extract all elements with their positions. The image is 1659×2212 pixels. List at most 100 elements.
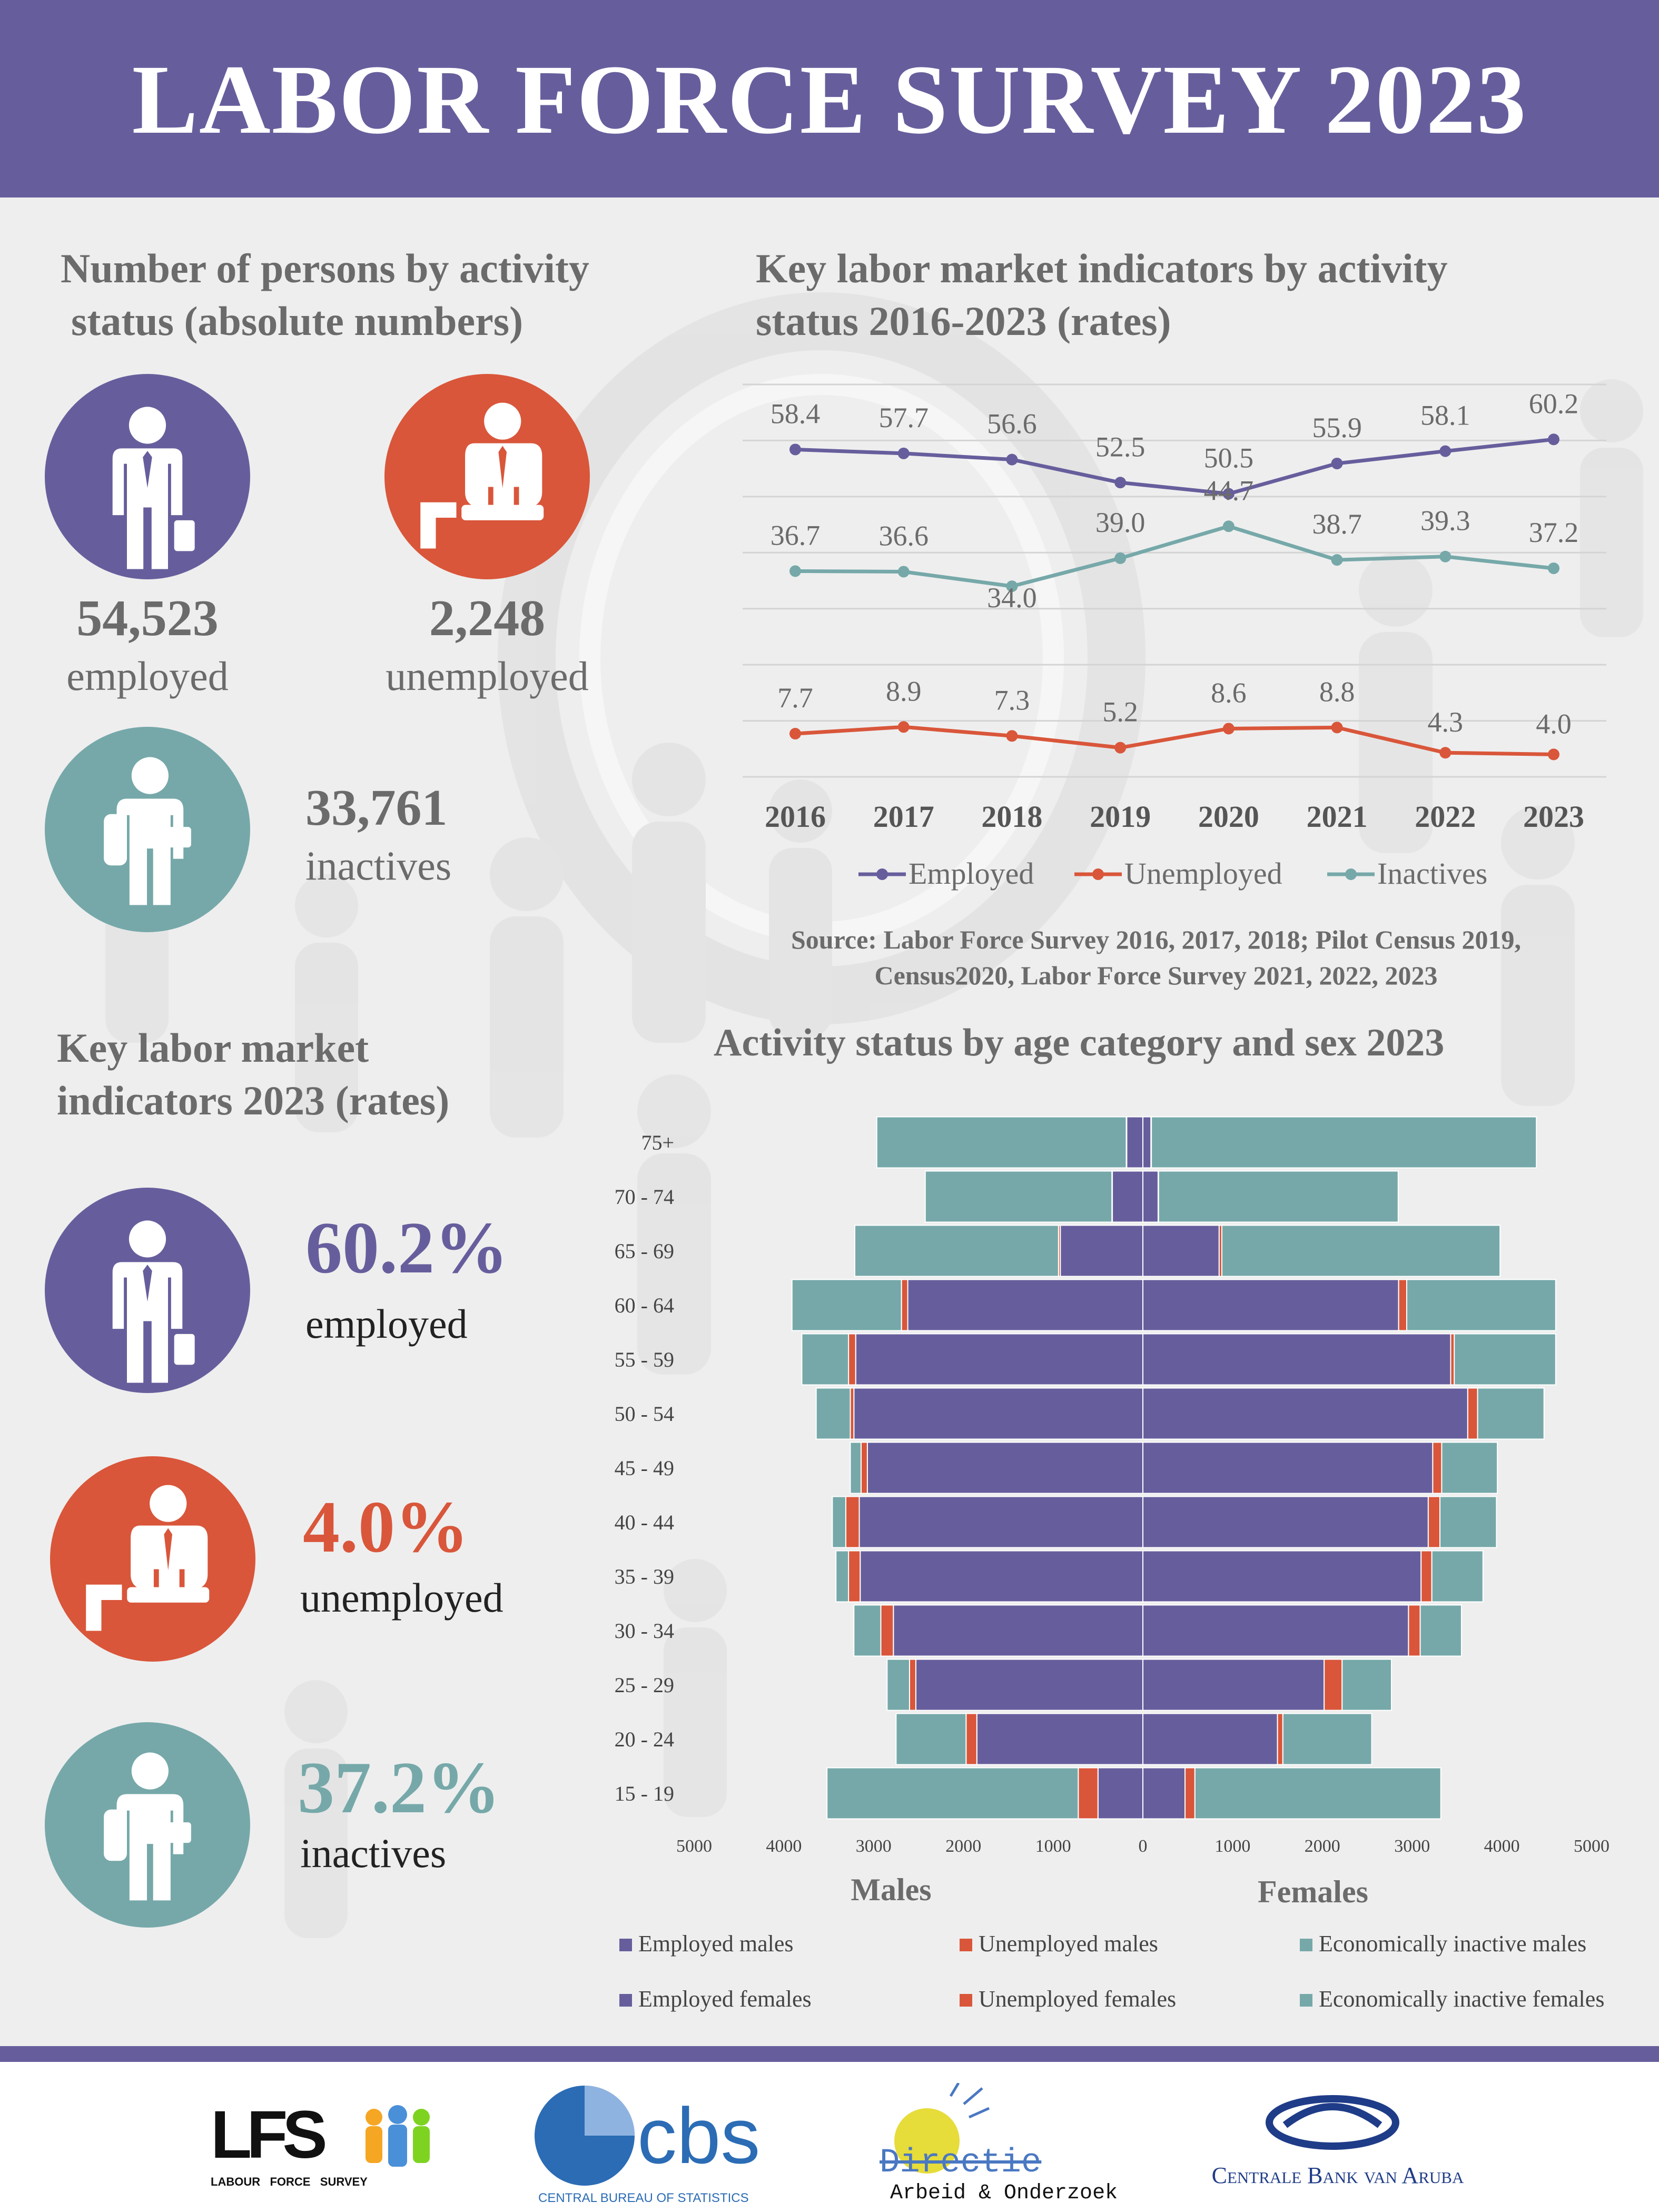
x-tick-label: 0 — [1139, 1836, 1148, 1856]
x-tick-label: 3000 — [856, 1836, 892, 1856]
lfs-logo-text: LFS — [211, 2097, 328, 2172]
bar-employed-males — [860, 1550, 1143, 1603]
point-unemployed — [1114, 742, 1127, 754]
data-label-employed: 55.9 — [1312, 412, 1362, 443]
legend-swatch — [960, 1939, 972, 1951]
bar-unemployed-females — [1420, 1550, 1433, 1603]
bar-employed-females — [1142, 1658, 1325, 1711]
student-backpack-icon — [104, 1752, 191, 1901]
point-employed — [897, 447, 910, 459]
legend-marker — [1345, 868, 1357, 880]
data-label-employed: 50.5 — [1204, 442, 1254, 474]
data-label-unemployed: 4.0 — [1536, 708, 1572, 739]
bar-economically-inactive-males — [815, 1387, 851, 1440]
legend-label: Economically inactive females — [1319, 1986, 1604, 2012]
point-inactives — [1114, 552, 1127, 564]
bar-unemployed-females — [1184, 1767, 1196, 1820]
point-inactives — [897, 566, 910, 578]
bar-unemployed-males — [860, 1441, 868, 1494]
employed-count: 54,523 — [76, 590, 219, 647]
data-label-inactives: 37.2 — [1529, 517, 1579, 548]
trend-source-line2: Census2020, Labor Force Survey 2021, 202… — [874, 961, 1438, 990]
x-tick-label: 1000 — [1214, 1836, 1250, 1856]
bar-unemployed-males — [845, 1496, 860, 1548]
x-tick-label: 4000 — [1484, 1836, 1520, 1856]
age-category-label: 20 - 24 — [615, 1727, 674, 1751]
age-category-label: 75+ — [641, 1131, 674, 1154]
age-category-label: 15 - 19 — [615, 1782, 674, 1805]
unemployed-circle — [384, 374, 590, 579]
bar-unemployed-females — [1427, 1496, 1441, 1548]
trend-title-line1: Key labor market indicators by activity — [756, 245, 1448, 291]
inactives-rate-circle — [45, 1722, 250, 1928]
data-label-unemployed: 4.3 — [1428, 706, 1464, 738]
point-employed — [789, 443, 801, 456]
lfs-logo-subtitle: LABOUR FORCE SURVEY — [211, 2175, 368, 2188]
x-tick-label: 3000 — [1394, 1836, 1430, 1856]
bar-economically-inactive-females — [1282, 1713, 1372, 1765]
data-label-employed: 56.6 — [987, 408, 1037, 440]
businessman-icon — [112, 1220, 195, 1383]
bar-employed-females — [1142, 1550, 1422, 1603]
bar-economically-inactive-females — [1431, 1550, 1484, 1603]
bar-employed-females — [1142, 1441, 1434, 1494]
directie-logo-text: Directie — [880, 2144, 1042, 2182]
distressed-person-icon — [420, 402, 544, 549]
data-label-employed: 57.7 — [878, 402, 929, 433]
bar-unemployed-females — [1432, 1441, 1443, 1494]
bar-employed-males — [1126, 1116, 1144, 1169]
header-banner: LABOR FORCE SURVEY 2023 — [0, 0, 1659, 197]
bar-unemployed-males — [848, 1550, 861, 1603]
bar-employed-males — [855, 1333, 1143, 1386]
bar-employed-females — [1142, 1116, 1152, 1169]
bar-unemployed-males — [848, 1333, 856, 1386]
bar-economically-inactive-males — [791, 1279, 902, 1331]
age-category-label: 70 - 74 — [615, 1185, 674, 1209]
age-category-label: 25 - 29 — [615, 1673, 674, 1697]
bar-economically-inactive-males — [886, 1658, 910, 1711]
inactives-count-label: inactives — [305, 843, 452, 888]
directie-logo-subtitle: Arbeid & Onderzoek — [890, 2181, 1118, 2205]
point-unemployed — [1439, 747, 1451, 759]
cbs-logo: cbs CENTRAL BUREAU OF STATISTICS — [532, 2083, 774, 2205]
bar-employed-females — [1142, 1713, 1278, 1765]
bar-economically-inactive-females — [1454, 1333, 1556, 1386]
bar-unemployed-males — [880, 1604, 894, 1657]
x-tick-label: 2020 — [1198, 799, 1259, 834]
unemployed-count-label: unemployed — [386, 653, 589, 699]
lfs-logo: LFS LABOUR FORCE SURVEY — [211, 2101, 442, 2194]
age-category-label: 50 - 54 — [615, 1402, 674, 1426]
bar-economically-inactive-males — [924, 1170, 1113, 1223]
bar-employed-males — [858, 1496, 1143, 1548]
data-label-inactives: 44.7 — [1204, 475, 1254, 506]
x-tick-label: 2022 — [1415, 799, 1476, 834]
legend-marker — [876, 868, 888, 880]
employed-circle — [45, 374, 250, 579]
bar-employed-females — [1142, 1767, 1186, 1820]
legend-swatch — [619, 1939, 632, 1951]
age-category-label: 35 - 39 — [615, 1565, 674, 1588]
bar-economically-inactive-males — [853, 1604, 882, 1657]
sun-icon — [894, 2083, 990, 2174]
bar-unemployed-females — [1450, 1333, 1455, 1386]
x-tick-label: 2000 — [945, 1836, 981, 1856]
x-tick-label: 2017 — [873, 799, 934, 834]
cbs-pie-icon — [535, 2086, 635, 2186]
distressed-person-icon — [86, 1485, 210, 1631]
x-tick-label: 2000 — [1305, 1836, 1340, 1856]
point-unemployed — [897, 721, 910, 733]
inactives-rate-value: 37.2% — [298, 1747, 500, 1829]
data-label-unemployed: 8.8 — [1319, 676, 1355, 707]
bar-economically-inactive-males — [850, 1441, 862, 1494]
x-tick-label: 2016 — [765, 799, 826, 834]
trend-source: Source: Labor Force Survey 2016, 2017, 2… — [727, 922, 1585, 993]
data-label-unemployed: 7.3 — [994, 684, 1030, 716]
trend-line-chart: 2016 2017 2018 2019 2020 2021 2022 2023 58.4 57.7… — [743, 383, 1606, 891]
bar-employed-females — [1142, 1387, 1468, 1440]
people-group-icon — [366, 2105, 430, 2167]
trend-title-line2: status 2016-2023 (rates) — [756, 298, 1171, 344]
data-label-employed: 58.4 — [771, 398, 821, 429]
legend-marker — [1092, 868, 1104, 880]
legend-swatch — [619, 1994, 632, 2007]
bar-employed-males — [853, 1387, 1143, 1440]
